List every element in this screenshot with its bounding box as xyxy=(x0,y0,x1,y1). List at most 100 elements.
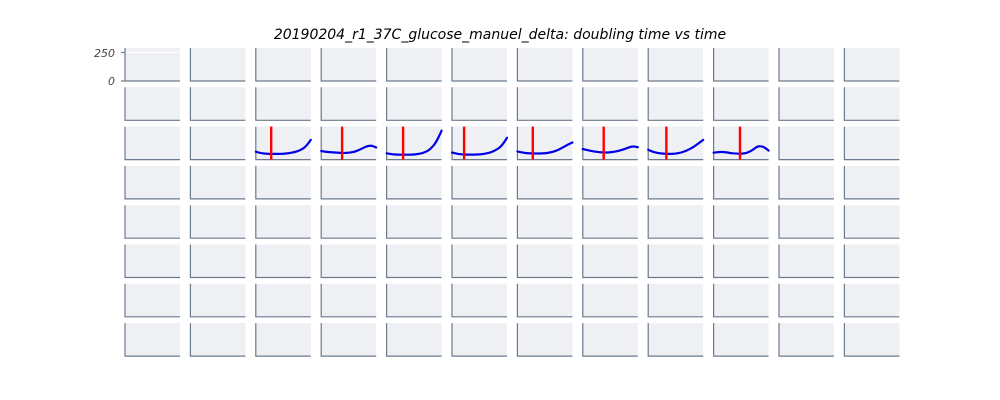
panel-axes xyxy=(582,244,638,279)
panel-background xyxy=(582,126,638,160)
panel-axes xyxy=(647,87,704,121)
panel-r4-c1 xyxy=(189,205,246,239)
panel-r4-c7 xyxy=(582,205,638,239)
panel-background xyxy=(648,283,704,317)
panel-r4-c5 xyxy=(451,205,507,239)
panel-r7-c5 xyxy=(451,323,507,357)
panel-background xyxy=(190,48,246,81)
panel-background xyxy=(648,165,704,199)
panel-r7-c9 xyxy=(713,323,769,357)
panel-background xyxy=(713,244,769,278)
panel-r7-c11 xyxy=(843,323,900,357)
panel-background xyxy=(582,87,638,121)
panel-background xyxy=(321,48,377,81)
panel-r5-c6 xyxy=(516,244,573,279)
panel-axes xyxy=(778,205,834,239)
panel-r1-c8 xyxy=(647,87,704,121)
panel-r5-c10 xyxy=(778,244,834,279)
panel-background xyxy=(648,244,704,278)
panel-r5-c0 xyxy=(124,244,180,279)
panel-axes xyxy=(386,165,442,200)
panel-r7-c8 xyxy=(647,323,704,357)
panel-axes xyxy=(647,244,704,279)
panel-r4-c4 xyxy=(386,205,442,239)
panel-background xyxy=(321,126,377,160)
panel-r7-c7 xyxy=(582,323,638,357)
panel-background xyxy=(779,283,834,317)
panel-background xyxy=(517,283,573,317)
panel-r2-c11 xyxy=(843,126,900,161)
panel-r6-c6 xyxy=(516,283,573,318)
y-tick-label-bottom: 0 xyxy=(108,75,115,88)
panel-r2-c10 xyxy=(778,126,834,161)
panel-r2-c7 xyxy=(582,126,638,161)
panel-background xyxy=(386,283,442,317)
panel-background xyxy=(713,323,769,357)
panel-background xyxy=(779,48,834,81)
panel-axes xyxy=(320,48,377,82)
panel-axes xyxy=(320,323,377,357)
panel-r0-c9 xyxy=(713,48,769,82)
panel-axes xyxy=(713,283,769,318)
panel-axes xyxy=(843,205,900,239)
panel-background xyxy=(779,87,834,121)
panel-background xyxy=(255,205,311,239)
panel-axes xyxy=(124,323,180,357)
panel-axes xyxy=(320,244,377,279)
panel-axes xyxy=(843,323,900,357)
panel-r1-c3 xyxy=(320,87,377,121)
panel-background xyxy=(386,323,442,357)
panel-r7-c6 xyxy=(516,323,573,357)
panel-r5-c9 xyxy=(713,244,769,279)
panel-r2-c8 xyxy=(647,126,704,161)
panel-axes xyxy=(647,323,704,357)
panel-axes xyxy=(582,205,638,239)
doubling-time-curve-r2-c4 xyxy=(385,129,443,156)
panel-background xyxy=(779,244,834,278)
panel-axes xyxy=(843,283,900,318)
panel-background xyxy=(321,205,377,239)
panel-background xyxy=(190,87,246,121)
panel-r7-c2 xyxy=(255,323,311,357)
panel-axes xyxy=(516,165,573,200)
panel-axes xyxy=(189,87,246,121)
panel-background xyxy=(386,205,442,239)
panel-r1-c9 xyxy=(713,87,769,121)
panel-background xyxy=(844,48,900,81)
panel-axes xyxy=(713,205,769,239)
panel-background xyxy=(844,165,900,199)
panel-axes xyxy=(189,126,246,161)
panel-axes xyxy=(386,48,442,82)
panel-axes xyxy=(124,283,180,318)
panel-r6-c3 xyxy=(320,283,377,318)
panel-r6-c2 xyxy=(255,283,311,318)
panel-axes xyxy=(713,244,769,279)
panel-background xyxy=(648,323,704,357)
panel-background xyxy=(125,323,180,357)
panel-r2-c6 xyxy=(516,126,573,161)
panel-r3-c0 xyxy=(124,165,180,200)
panel-axes xyxy=(320,165,377,200)
panel-r7-c10 xyxy=(778,323,834,357)
panel-background xyxy=(190,165,246,199)
panel-axes xyxy=(124,205,180,239)
panel-axes xyxy=(843,244,900,279)
panel-background xyxy=(779,205,834,239)
panel-background xyxy=(648,205,704,239)
panel-background xyxy=(582,323,638,357)
panel-axes xyxy=(124,48,180,82)
panel-r3-c4 xyxy=(386,165,442,200)
panel-axes xyxy=(255,323,311,357)
panel-background xyxy=(713,283,769,317)
panel-axes xyxy=(582,126,638,161)
panel-r7-c3 xyxy=(320,323,377,357)
panel-r6-c8 xyxy=(647,283,704,318)
panel-r4-c6 xyxy=(516,205,573,239)
panel-axes xyxy=(516,126,573,161)
panel-r2-c0 xyxy=(124,126,180,161)
panel-axes xyxy=(647,126,704,161)
panel-r5-c4 xyxy=(386,244,442,279)
panel-r0-c10 xyxy=(778,48,834,82)
panel-background xyxy=(844,323,900,357)
panel-r1-c1 xyxy=(189,87,246,121)
